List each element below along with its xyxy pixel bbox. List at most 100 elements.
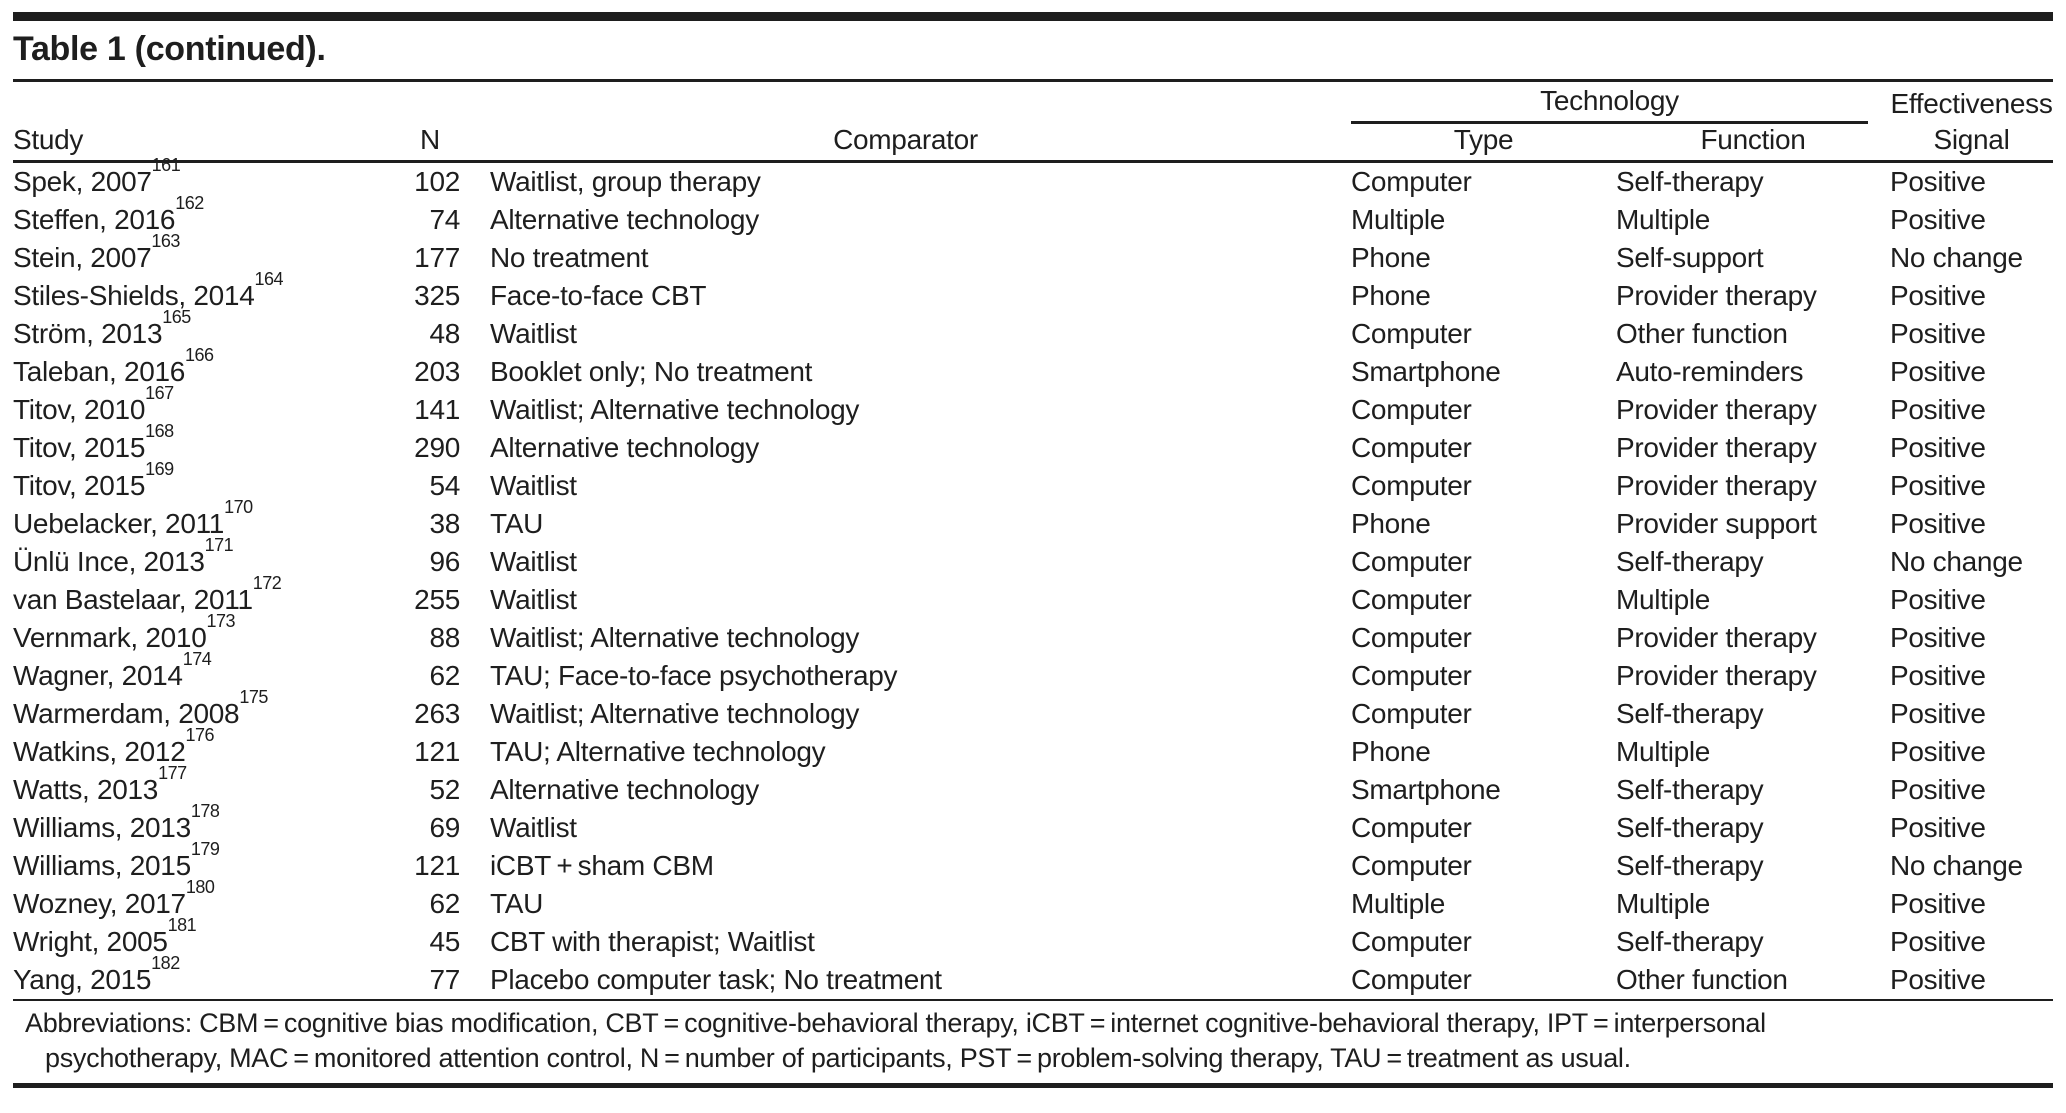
type-cell: Smartphone [1351,356,1501,387]
table-row: Warmerdam, 2008175 263 Waitlist; Alterna… [13,688,2053,733]
comparator-cell: CBT with therapist; Waitlist [490,926,815,957]
signal-cell: No change [1890,546,2023,577]
study-cell: Titov, 2015168 [13,422,400,467]
table-row: Yang, 2015182 77 Placebo computer task; … [13,954,2053,999]
paper-table-page: Table 1 (continued). Technology Effectiv… [0,12,2066,1088]
title-rule [13,79,2053,82]
footnote-line-1: Abbreviations: CBM = cognitive bias modi… [25,1008,1766,1038]
function-cell: Provider therapy [1616,660,1817,691]
n-cell: 290 [414,432,460,463]
footnote-rule [13,999,2053,1001]
signal-cell: Positive [1890,280,1986,311]
n-cell: 177 [414,242,460,273]
function-cell: Self-therapy [1616,850,1764,881]
signal-cell: Positive [1890,508,1986,539]
study-ref-superscript: 172 [252,572,282,593]
type-cell: Computer [1351,698,1472,729]
study-cell: Ström, 2013165 [13,308,400,353]
comparator-cell: Waitlist [490,546,577,577]
table-title: Table 1 (continued). [13,30,326,68]
function-cell: Self-therapy [1616,166,1764,197]
function-cell: Provider therapy [1616,622,1817,653]
function-cell: Self-therapy [1616,812,1764,843]
study-ref-superscript: 180 [185,876,215,897]
study-label: Wozney, 2017 [13,888,186,919]
study-ref-superscript: 179 [190,838,220,859]
signal-cell: Positive [1890,584,1986,615]
type-cell: Computer [1351,850,1472,881]
study-cell: Steffen, 2016162 [13,194,400,239]
n-cell: 54 [429,470,460,501]
comparator-cell: Waitlist; Alternative technology [490,622,860,653]
signal-cell: Positive [1890,812,1986,843]
function-cell: Self-therapy [1616,546,1764,577]
type-cell: Computer [1351,166,1472,197]
table-row: Watts, 2013177 52 Alternative technology… [13,764,2053,809]
signal-cell: Positive [1890,736,1986,767]
n-cell: 77 [429,964,460,995]
column-header-type: Type [1453,124,1514,155]
study-label: Wagner, 2014 [13,660,183,691]
study-label: Williams, 2015 [13,850,191,881]
function-cell: Other function [1616,964,1788,995]
study-label: Spek, 2007 [13,166,152,197]
type-cell: Phone [1351,280,1431,311]
table-row: Stiles-Shields, 2014164 325 Face-to-face… [13,270,2053,315]
n-cell: 121 [414,850,460,881]
study-label: Uebelacker, 2011 [13,508,225,539]
signal-cell: Positive [1890,622,1986,653]
n-cell: 255 [414,584,460,615]
function-cell: Other function [1616,318,1788,349]
comparator-cell: No treatment [490,242,649,273]
n-cell: 52 [429,774,460,805]
study-label: Vernmark, 2010 [13,622,207,653]
type-cell: Multiple [1351,204,1446,235]
type-cell: Smartphone [1351,774,1501,805]
study-ref-superscript: 162 [175,192,204,213]
comparator-cell: Booklet only; No treatment [490,356,813,387]
comparator-cell: TAU [490,508,544,539]
study-cell: Taleban, 2016166 [13,346,400,391]
abbreviations-footnote: Abbreviations: CBM = cognitive bias modi… [13,1001,2053,1076]
comparator-cell: Alternative technology [490,204,759,235]
technology-group-label: Technology [1540,85,1679,116]
signal-cell: Positive [1890,394,1986,425]
n-cell: 45 [429,926,460,957]
comparator-cell: Waitlist; Alternative technology [490,394,860,425]
table-row: Ström, 2013165 48 Waitlist Computer Othe… [13,308,2053,353]
study-label: Watkins, 2012 [13,736,186,767]
n-cell: 96 [429,546,460,577]
study-label: Titov, 2015 [13,432,146,463]
signal-cell: Positive [1890,660,1986,691]
column-header-function: Function [1700,124,1806,155]
n-cell: 203 [414,356,460,387]
n-cell: 102 [414,166,460,197]
study-ref-superscript: 168 [145,420,174,441]
n-cell: 38 [429,508,460,539]
study-cell: van Bastelaar, 2011172 [13,574,400,619]
study-label: Ström, 2013 [13,318,163,349]
study-cell: Spek, 2007161 [13,156,400,201]
study-cell: Williams, 2015179 [13,840,400,885]
study-label: Warmerdam, 2008 [13,698,240,729]
study-ref-superscript: 174 [182,648,212,669]
function-cell: Provider therapy [1616,432,1817,463]
study-label: Taleban, 2016 [13,356,186,387]
study-ref-superscript: 166 [185,344,214,365]
type-cell: Phone [1351,242,1431,273]
study-label: Ünlü Ince, 2013 [13,546,205,577]
table-body: Spek, 2007161 102 Waitlist, group therap… [13,156,2053,999]
type-cell: Computer [1351,318,1472,349]
study-label: Titov, 2015 [13,470,146,501]
comparator-cell: Face-to-face CBT [490,280,707,311]
study-ref-superscript: 164 [254,268,284,289]
n-cell: 88 [429,622,460,653]
header-group-row: Technology Effectiveness [13,82,2053,124]
signal-cell: Positive [1890,774,1986,805]
n-cell: 121 [414,736,460,767]
effectiveness-header-line2: Signal [1933,124,2010,155]
signal-cell: No change [1890,850,2023,881]
study-cell: Wright, 2005181 [13,916,400,961]
study-label: Williams, 2013 [13,812,191,843]
study-cell: Watkins, 2012176 [13,726,400,771]
